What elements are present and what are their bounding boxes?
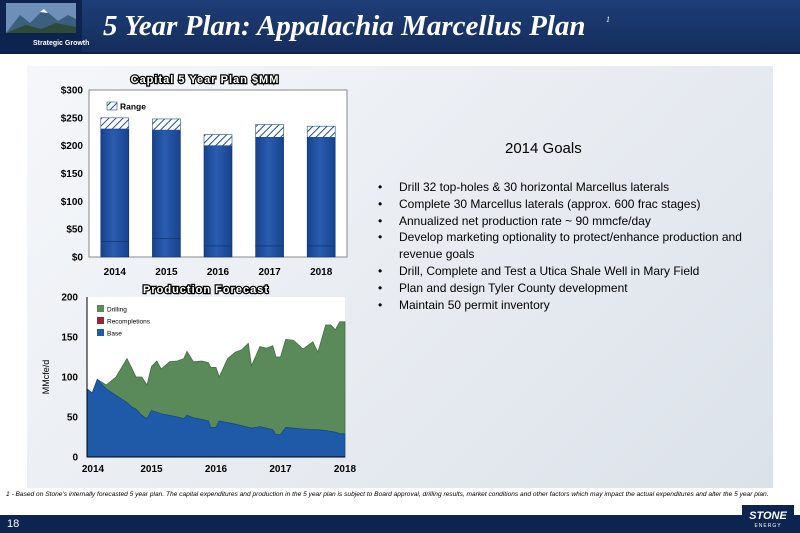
production-x-tick-label: 2017 [269,464,292,475]
goals-list: Drill 32 top-holes & 30 horizontal Marce… [378,179,748,313]
capital-x-tick-label: 2017 [258,267,281,278]
goal-item: Plan and design Tyler County development [378,280,748,297]
capital-y-tick-label: $300 [61,86,84,97]
capital-bar-upper-segment [100,128,130,242]
production-y-tick-label: 150 [61,333,78,344]
production-chart-title: Production Forecast [143,284,269,296]
production-y-tick-label: 100 [61,373,78,384]
production-x-tick-label: 2018 [334,464,357,475]
production-y-tick-label: 50 [67,413,79,424]
capital-bar-lower-segment [306,245,336,258]
capital-bar-lower-segment [100,241,130,258]
production-x-tick-label: 2016 [205,464,228,475]
production-x-tick-label: 2015 [140,464,163,475]
production-y-tick-label: 200 [61,293,78,304]
capital-chart-title: Capital 5 Year Plan $MM [131,74,280,86]
capital-bar-lower-segment [203,245,233,258]
capital-range-segment [255,124,284,138]
stone-energy-logo: STONE ENERGY [742,505,794,531]
production-y-axis-label: MMcfe/d [41,360,51,395]
capital-x-tick-label: 2015 [155,267,178,278]
production-x-tick-label: 2014 [82,464,105,475]
corner-logo [0,0,82,52]
header-bar [0,0,800,54]
goal-item: Drill 32 top-holes & 30 horizontal Marce… [378,179,748,196]
goal-item: Develop marketing optionality to protect… [378,229,748,263]
production-y-tick-label: 0 [72,453,78,464]
production-legend-label: Drilling [107,307,127,314]
page-number: 18 [7,518,20,530]
capital-y-tick-label: $150 [61,169,84,180]
goals-title: 2014 Goals [505,140,582,157]
logo-text: STONE [749,510,787,522]
header-tagline: Strategic Growth [33,40,90,47]
capital-y-tick-label: $0 [72,253,84,264]
capital-range-segment [152,118,181,131]
capital-legend-swatch-range [106,101,118,111]
goal-item: Complete 30 Marcellus laterals (approx. … [378,196,748,213]
title-footnote-marker: 1 [606,15,610,24]
footer-bar [0,515,800,533]
capital-y-tick-label: $250 [61,113,84,124]
capital-range-segment [203,134,233,146]
production-legend-swatch [97,305,104,312]
goal-item: Maintain 50 permit inventory [378,297,748,314]
capital-bar-upper-segment [152,129,181,239]
mountain-logo-icon [6,3,76,33]
page-title: 5 Year Plan: Appalachia Marcellus Plan [103,10,586,42]
capital-bar-upper-segment [255,137,284,247]
capital-bar-upper-segment [203,145,233,247]
capital-bar-upper-segment [306,137,336,247]
capital-y-tick-label: $200 [61,141,84,152]
capital-bar-lower-segment [255,245,284,258]
capital-bar-lower-segment [152,238,181,258]
capital-range-segment [306,125,336,138]
capital-x-tick-label: 2018 [310,267,333,278]
footnote: 1 - Based on Stone's internally forecast… [6,491,769,498]
capital-range-segment [100,117,130,130]
logo-subtext: ENERGY [754,523,781,529]
production-legend-swatch [97,317,104,324]
production-legend-label: Base [107,331,122,338]
production-legend-swatch [97,329,104,336]
capital-y-tick-label: $100 [61,197,84,208]
production-legend-label: Recompletions [107,319,151,326]
capital-legend-label-range: Range [120,102,146,112]
goal-item: Drill, Complete and Test a Utica Shale W… [378,263,748,280]
capital-x-tick-label: 2014 [104,267,127,278]
goal-item: Annualized net production rate ~ 90 mmcf… [378,213,748,230]
capital-y-tick-label: $50 [66,225,83,236]
capital-x-tick-label: 2016 [207,267,230,278]
